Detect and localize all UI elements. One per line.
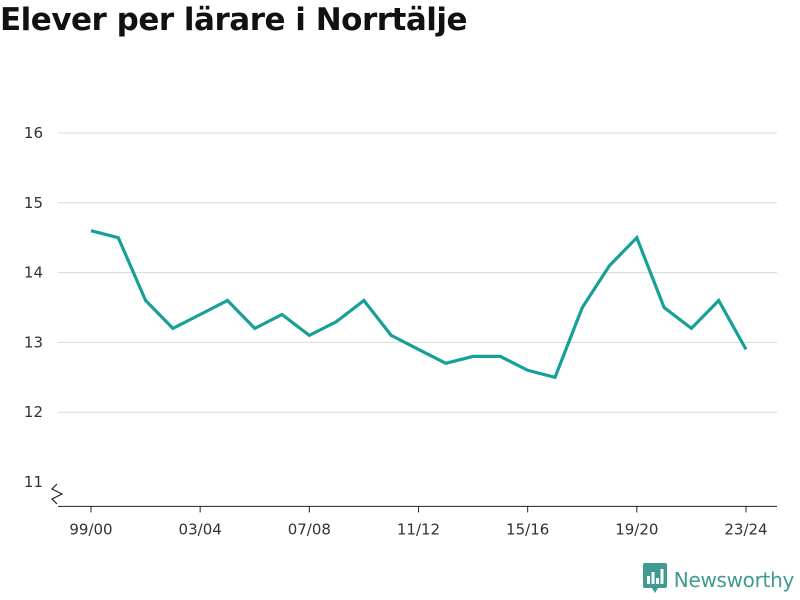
- y-tick-label-15: 15: [24, 194, 43, 212]
- chart-title: Elever per lärare i Norrtälje: [0, 2, 468, 38]
- x-tick-label-03-04: 03/04: [179, 520, 222, 538]
- x-tick-label-99-00: 99/00: [69, 520, 112, 538]
- y-tick-label-14: 14: [24, 264, 43, 282]
- y-axis-tick-labels: 11 12 13 14 15 16: [24, 124, 43, 491]
- newsworthy-brand[interactable]: Newsworthy: [642, 562, 795, 598]
- y-tick-label-11: 11: [24, 473, 43, 491]
- y-axis-break-icon: [50, 483, 64, 505]
- x-tick-label-23-24: 23/24: [724, 520, 767, 538]
- x-axis: [50, 483, 777, 513]
- y-tick-label-13: 13: [24, 333, 43, 351]
- x-axis-tick-labels: 99/00 03/04 07/08 11/12 15/16 19/20 23/24: [69, 520, 767, 538]
- newsworthy-logo-icon: [642, 562, 668, 598]
- brand-name: Newsworthy: [673, 568, 795, 592]
- series-lines: [90, 229, 748, 380]
- x-tick-label-15-16: 15/16: [506, 520, 549, 538]
- series-line-0: [90, 229, 748, 380]
- y-tick-label-12: 12: [24, 403, 43, 421]
- x-tick-label-19-20: 19/20: [615, 520, 658, 538]
- x-tick-label-07-08: 07/08: [288, 520, 331, 538]
- x-tick-label-11-12: 11/12: [397, 520, 440, 538]
- y-tick-label-16: 16: [24, 124, 43, 142]
- grid-lines: [58, 132, 777, 413]
